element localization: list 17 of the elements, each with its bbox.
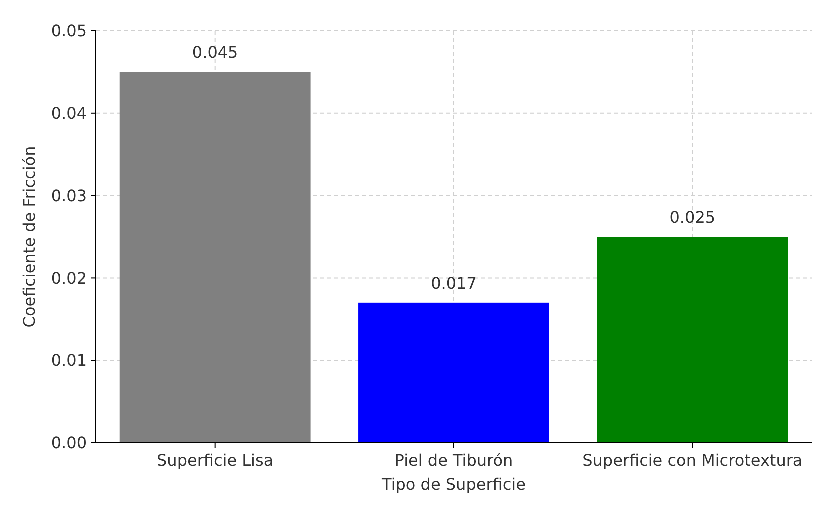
x-tick-label: Piel de Tiburón	[394, 451, 514, 470]
y-tick-label: 0.02	[51, 268, 87, 288]
bar	[120, 72, 311, 443]
y-axis-title: Coeficiente de Fricción	[20, 146, 39, 328]
y-tick-label: 0.05	[51, 22, 87, 41]
y-tick-label: 0.03	[51, 186, 87, 206]
x-tick-label: Superficie con Microtextura	[582, 451, 803, 470]
y-tick-label: 0.01	[51, 351, 87, 370]
data-label: 0.025	[670, 208, 716, 227]
x-axis-title: Tipo de Superficie	[381, 475, 526, 494]
data-label: 0.045	[192, 43, 238, 62]
y-tick-label: 0.00	[51, 434, 87, 453]
bar	[597, 237, 788, 443]
bar	[358, 302, 550, 443]
y-tick-label: 0.04	[51, 104, 87, 123]
data-label: 0.017	[431, 274, 477, 293]
x-tick-label: Superficie Lisa	[157, 451, 274, 470]
